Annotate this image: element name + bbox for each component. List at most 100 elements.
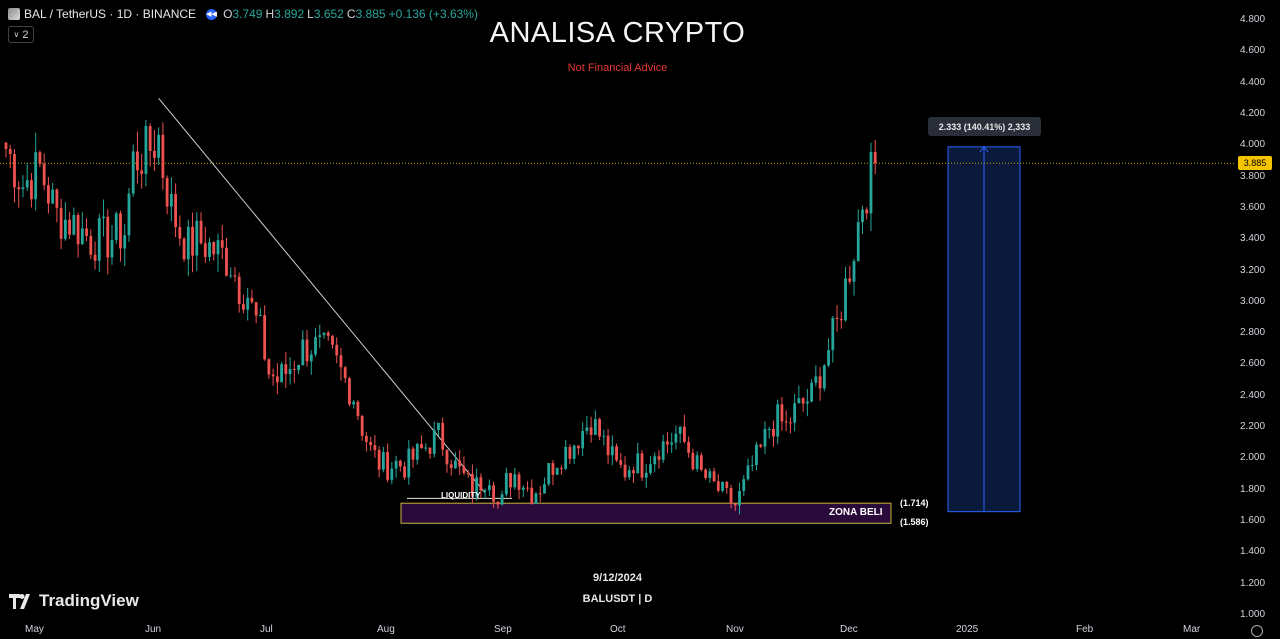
candle-body <box>339 355 343 368</box>
candle-body <box>153 150 156 158</box>
price-axis-tick: 2.800 <box>1240 327 1266 339</box>
candle-body <box>352 401 356 405</box>
candle-body <box>178 227 182 239</box>
buy-zone-box[interactable] <box>400 502 892 524</box>
candle-body <box>848 278 852 282</box>
high-label: H <box>265 7 275 21</box>
liquidity-label: LIQUIDITY <box>441 491 481 500</box>
candle-body <box>437 422 440 431</box>
tradingview-brand: TradingView <box>39 591 139 610</box>
candle-body <box>55 189 59 208</box>
time-axis-tick: Jun <box>145 624 162 635</box>
chart-title: ANALISA CRYPTO <box>489 17 746 49</box>
time-axis-tick: May <box>25 624 44 635</box>
candle-body <box>72 215 76 235</box>
candle-body <box>784 421 788 423</box>
candle-body <box>725 481 729 489</box>
candle-body <box>861 209 864 223</box>
candle-body <box>280 364 283 383</box>
candle-body <box>348 378 351 405</box>
candle-body <box>856 222 860 262</box>
candle-body <box>271 374 275 377</box>
candle-body <box>331 335 334 345</box>
price-axis-tick: 3.200 <box>1240 264 1266 276</box>
symbol-name[interactable]: BAL / TetherUS · 1D · BINANCE <box>24 7 197 21</box>
candle-body <box>38 152 42 164</box>
candle-body <box>369 442 373 446</box>
candle-body <box>165 177 169 207</box>
close-label: C <box>346 7 356 21</box>
candle-body <box>8 148 12 155</box>
candle-body <box>68 219 71 235</box>
candle-body <box>76 215 80 245</box>
candle-body <box>229 275 233 277</box>
candle-body <box>411 448 415 460</box>
price-axis-tick: 2.600 <box>1240 358 1266 370</box>
candle-body <box>526 487 529 489</box>
settings-icon[interactable] <box>1251 625 1263 637</box>
candle-body <box>403 466 406 478</box>
candle-body <box>237 276 241 305</box>
candle-body <box>424 447 428 449</box>
candle-body <box>801 398 805 404</box>
candle-body <box>589 427 593 435</box>
candle-body <box>683 426 686 442</box>
price-axis-tick: 1.800 <box>1240 483 1266 495</box>
candle-body <box>492 485 495 502</box>
change-value: +0.136 (+3.63%) <box>388 7 478 21</box>
candle-body <box>51 189 55 204</box>
candle-body <box>386 452 389 480</box>
tradingview-icon <box>9 593 30 609</box>
close-value: 3.885 <box>355 7 386 21</box>
current-price-tag: 3.885 <box>1238 156 1272 171</box>
time-axis-tick: Aug <box>377 624 395 635</box>
open-label: O <box>223 7 233 21</box>
price-axis-tick: 1.000 <box>1240 609 1266 620</box>
candle-body <box>259 315 262 317</box>
candle-body <box>636 453 640 474</box>
candle-body <box>80 228 84 245</box>
candle-body <box>114 213 118 240</box>
candle-body <box>449 464 453 469</box>
high-value: 3.892 <box>274 7 305 21</box>
candle-body <box>767 428 771 430</box>
candle-body <box>844 278 847 321</box>
descending-trendline[interactable] <box>158 97 486 494</box>
candle-body <box>869 151 873 214</box>
indicators-toggle-button[interactable]: ∨ 2 <box>8 26 34 43</box>
candle-body <box>381 452 385 470</box>
symbol-header[interactable]: BAL / TetherUS · 1D · BINANCE ◀◀ O 3.749 … <box>8 5 481 23</box>
candle-body <box>318 335 322 338</box>
time-axis-tick: Feb <box>1076 624 1094 635</box>
candle-body <box>59 207 63 239</box>
candle-body <box>560 467 563 469</box>
candle-body <box>475 477 479 497</box>
candle-body <box>716 481 720 491</box>
candle-body <box>25 180 29 188</box>
candle-body <box>627 470 631 478</box>
candle-body <box>500 494 504 505</box>
candle-body <box>666 441 669 445</box>
candle-body <box>208 242 211 257</box>
candle-body <box>182 238 186 260</box>
candle-body <box>661 441 665 460</box>
candle-body <box>572 445 576 459</box>
candle-body <box>203 243 207 257</box>
candle-body <box>733 503 737 506</box>
candle-body <box>225 247 228 276</box>
replay-icon[interactable]: ◀◀ <box>206 8 218 20</box>
candle-body <box>865 209 869 214</box>
candle-body <box>233 275 237 277</box>
candle-body <box>873 151 877 164</box>
candle-body <box>479 477 483 491</box>
tradingview-logo[interactable]: TradingView <box>9 591 139 611</box>
candle-body <box>186 226 190 260</box>
candle-body <box>619 460 623 465</box>
candle-body <box>797 398 801 404</box>
candle-body <box>458 460 462 467</box>
candle-body <box>63 219 67 239</box>
candle-body <box>97 218 101 261</box>
price-axis-tick: 3.800 <box>1240 170 1266 182</box>
open-value: 3.749 <box>232 7 263 21</box>
